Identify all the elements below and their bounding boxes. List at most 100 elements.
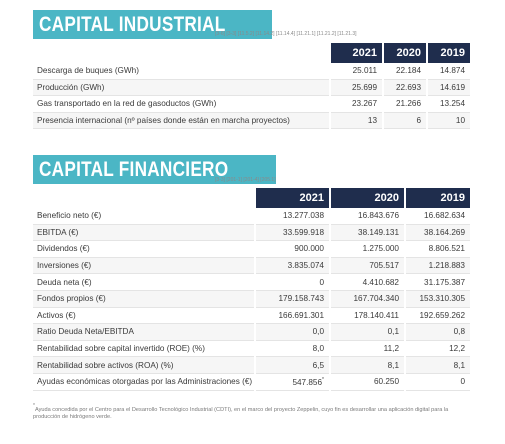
label-text: Presencia internacional (nº países donde… [37, 116, 290, 126]
value-text: 3.835.074 [287, 261, 324, 271]
table-row: Rentabilidad sobre activos (ROA) (%) 6,5 8… [33, 356, 470, 374]
header-row: 2021 2020 2019 [33, 43, 470, 63]
cell-value: 705.517 [329, 257, 405, 275]
cell-value: 1.218.883 [404, 257, 470, 275]
header-blank [33, 188, 255, 208]
label-text: Beneficio neto (€) [37, 211, 102, 221]
table-row: Rentabilidad sobre capital invertido (RO… [33, 340, 470, 358]
title-text: CAPITAL INDUSTRIAL [39, 13, 226, 36]
value-text: 10 [455, 116, 465, 126]
label-text: Descarga de buques (GWh) [37, 66, 139, 76]
references: [3-6] [3-3] [11.5.2] [11.14.2] [11.14.4]… [215, 31, 357, 37]
table-row: Inversiones (€) 3.835.074 705.517 1.218.883 [33, 257, 470, 275]
cell-value: 8,1 [404, 356, 470, 374]
cell-value: 13.277.038 [254, 208, 330, 225]
cell-value: 192.659.262 [404, 307, 470, 325]
value-text: 900.000 [294, 244, 324, 254]
column-header: 2019 [426, 43, 470, 63]
label-text: Gas transportado en la red de gasoductos… [37, 99, 217, 109]
table-row: Producción (GWh) 25.699 22.693 14.619 [33, 79, 470, 97]
section-title: CAPITAL FINANCIERO [33, 155, 276, 184]
value-text: 8,1 [387, 360, 399, 370]
value-text: 0,1 [387, 327, 399, 337]
cell-value: 4.410.682 [329, 273, 405, 291]
cell-value: 1.275.000 [329, 240, 405, 258]
label-text: Deuda neta (€) [37, 277, 92, 287]
value-text: 22.693 [395, 82, 421, 92]
cell-value: 0,8 [404, 323, 470, 341]
cell-value: 0,0 [254, 323, 330, 341]
label-text: Rentabilidad sobre capital invertido (RO… [37, 344, 205, 354]
cell-value: 6 [382, 112, 427, 130]
cell-value: 31.175.387 [404, 273, 470, 291]
value-text: 31.175.387 [424, 277, 465, 287]
cell-value: 60.250 [329, 373, 405, 391]
column-header: 2021 [254, 188, 330, 208]
value-text: 33.599.918 [283, 227, 324, 237]
cell-value: 179.158.743 [254, 290, 330, 308]
value-text: 4.410.682 [362, 277, 399, 287]
cell-value: 8.806.521 [404, 240, 470, 258]
label-text: EBITDA (€) [37, 227, 79, 237]
label-text: Activos (€) [37, 310, 76, 320]
value-text: 13.277.038 [283, 211, 324, 221]
value-text: 167.704.340 [353, 294, 399, 304]
value-text: 11,2 [383, 344, 399, 354]
value-text: 12,2 [449, 344, 465, 354]
table-row: Ratio Deuda Neta/EBITDA 0,0 0,1 0,8 [33, 323, 470, 341]
table-header: 2021 2020 2019 [33, 188, 470, 208]
footnote: *Ayuda concedida por el Centro para el D… [33, 403, 473, 421]
value-text: 0,8 [453, 327, 465, 337]
label-text: Dividendos (€) [37, 244, 90, 254]
value-text: 0 [319, 277, 324, 287]
row-label: Gas transportado en la red de gasoductos… [33, 95, 330, 113]
column-header: 2020 [329, 188, 405, 208]
row-label: Descarga de buques (GWh) [33, 63, 330, 80]
cell-value: 16.843.676 [329, 208, 405, 225]
cell-value: 16.682.634 [404, 208, 470, 225]
row-label: Rentabilidad sobre activos (ROA) (%) [33, 356, 255, 374]
value-text: 8,0 [312, 344, 324, 354]
cell-value: 13.254 [426, 95, 470, 113]
value-text: 179.158.743 [278, 294, 324, 304]
value-text: 8,1 [453, 360, 465, 370]
table-body: Descarga de buques (GWh) 25.011 22.184 14.8… [33, 63, 470, 130]
value-text: 23.267 [351, 99, 377, 109]
value-text: 166.691.301 [278, 310, 324, 320]
cell-value: 22.693 [382, 79, 427, 97]
cell-value: 33.599.918 [254, 224, 330, 242]
footnote-mark: * [33, 403, 35, 409]
cell-value: 0 [254, 273, 330, 291]
cell-value: 0 [404, 373, 470, 391]
cell-value: 166.691.301 [254, 307, 330, 325]
label-text: Rentabilidad sobre activos (ROA) (%) [37, 360, 174, 370]
table-row: Activos (€) 166.691.301 178.140.411 192.659… [33, 307, 470, 325]
cell-value: 547.856* [254, 373, 330, 391]
value-text: 1.275.000 [362, 244, 399, 254]
cell-value: 6,5 [254, 356, 330, 374]
cell-value: 12,2 [404, 340, 470, 358]
table-row: EBITDA (€) 33.599.918 38.149.131 38.164.269 [33, 224, 470, 242]
value-text: 178.140.411 [354, 310, 399, 320]
value-text: 547.856 [292, 377, 323, 387]
value-text: 60.250 [373, 377, 399, 387]
value-text: 16.843.676 [358, 211, 399, 221]
data-table: 2021 2020 2019 Beneficio neto (€) 13.277.038… [33, 188, 470, 391]
table-row: Fondos propios (€) 179.158.743 167.704.340… [33, 290, 470, 308]
row-label: Dividendos (€) [33, 240, 255, 258]
header-row: 2021 2020 2019 [33, 188, 470, 208]
table-row: Beneficio neto (€) 13.277.038 16.843.676 16… [33, 208, 470, 225]
row-label: Fondos propios (€) [33, 290, 255, 308]
title-text: CAPITAL FINANCIERO [39, 158, 229, 181]
cell-value: 8,0 [254, 340, 330, 358]
cell-value: 25.011 [329, 63, 383, 80]
value-text: 705.517 [369, 261, 399, 271]
value-text: 13 [367, 116, 377, 126]
cell-value: 11,2 [329, 340, 405, 358]
value-text: 25.011 [352, 66, 377, 76]
column-header: 2021 [329, 43, 383, 63]
cell-value: 38.149.131 [329, 224, 405, 242]
footnote-text: Ayuda concedida por el Centro para el De… [33, 407, 449, 420]
value-text: 192.659.262 [419, 310, 465, 320]
